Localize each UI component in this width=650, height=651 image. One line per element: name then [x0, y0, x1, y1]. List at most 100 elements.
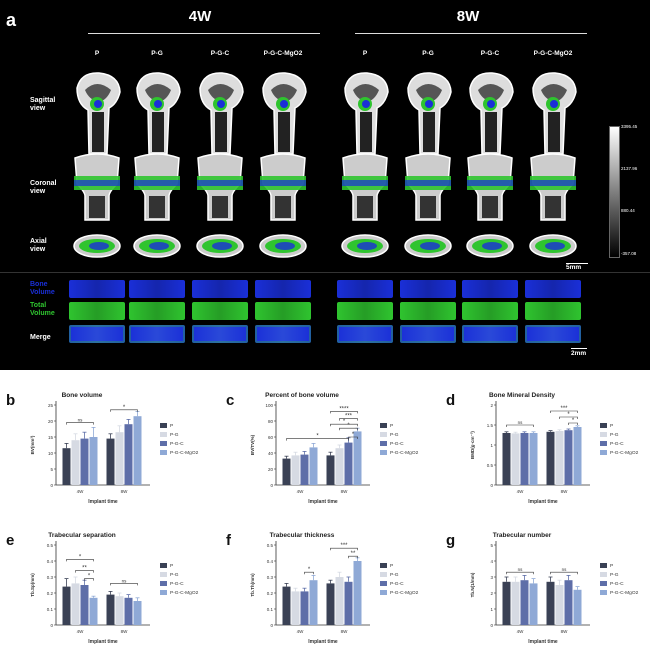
y-tick-label-g-2: 2 [490, 591, 493, 596]
coronal-bone-image-2 [197, 153, 243, 221]
legend-label-c-2: P-G-C [390, 441, 404, 447]
bar-d-P-G-C-MgO2-4W [529, 433, 538, 485]
y-tick-label-f-1: 0.1 [267, 607, 274, 612]
colorbar-tick-2: 2137.96 [621, 166, 638, 171]
sig-bracket-f-2 [330, 547, 358, 551]
legend-label-f-3: P-G-C-MgO2 [390, 590, 419, 596]
y-tick-label-b-5: 25 [48, 403, 54, 408]
legend-swatch-e-1 [160, 572, 167, 577]
volume-strip-merge-4 [337, 325, 393, 343]
bar-b-P-G-C-MgO2-8W [133, 416, 142, 485]
x-tick-label-c-0: 4W [297, 489, 305, 494]
axial-bone-image-5 [404, 234, 452, 258]
y-tick-label-e-5: 0.5 [47, 543, 54, 548]
chart-title-b: Bone volume [62, 392, 103, 399]
y-tick-label-g-5: 5 [490, 543, 493, 548]
colorbar [609, 126, 620, 258]
bar-d-P-G-C-4W [520, 433, 529, 485]
sig-label-d-0: ns [518, 420, 524, 425]
y-tick-label-f-5: 0.5 [267, 543, 274, 548]
bar-d-P-G-C-8W [564, 430, 573, 485]
volume-strip-bone-3 [255, 280, 311, 298]
legend-swatch-f-2 [380, 581, 387, 586]
bar-c-P-G-C-MgO2-4W [309, 447, 318, 485]
legend-swatch-e-3 [160, 590, 167, 595]
axial-bone-image-3 [259, 234, 307, 258]
bar-e-P-G-8W [115, 596, 124, 625]
legend-label-c-0: P [390, 423, 393, 429]
sagittal-bone-image-3 [262, 72, 307, 155]
legend-swatch-c-0 [380, 423, 387, 428]
volume-label-merge: Merge [30, 334, 51, 341]
sig-label-g-1: ns [562, 567, 568, 572]
legend-swatch-d-1 [600, 432, 607, 437]
legend-swatch-f-3 [380, 590, 387, 595]
bar-d-P-G-4W [511, 433, 520, 485]
bar-b-P-G-C-MgO2-4W [89, 437, 98, 485]
legend-swatch-b-2 [160, 441, 167, 446]
bar-f-P-G-C-MgO2-4W [309, 580, 318, 625]
coronal-bone-image-5 [405, 153, 451, 221]
chart-f: f Trabecular thickness 0 0.1 0.2 0.3 0.4 0.5 Tb.… [226, 532, 419, 645]
y-axis-label-e: Tb.Sp(mm) [30, 573, 35, 597]
volume-strip-bone-4 [337, 280, 393, 298]
group-title-8w: 8W [456, 8, 480, 25]
legend-label-f-1: P-G [390, 572, 399, 578]
legend-label-g-3: P-G-C-MgO2 [610, 590, 639, 596]
legend-swatch-b-3 [160, 450, 167, 455]
legend-swatch-e-2 [160, 581, 167, 586]
bar-c-P-G-C-MgO2-8W [353, 431, 362, 485]
legend-swatch-c-3 [380, 450, 387, 455]
sig-bracket-g-1 [550, 571, 578, 575]
chart-e: e Trabecular separation 0 0.1 0.2 0.3 0.4 0.5 Tb… [6, 532, 199, 645]
chart-g: g Trabecular number 0 1 2 3 4 5 Tb.N(1/mm) Implan… [446, 532, 639, 645]
sig-bracket-c-1 [330, 423, 358, 427]
legend-label-b-3: P-G-C-MgO2 [170, 450, 199, 456]
sig-label-e-1: ** [82, 566, 87, 572]
bar-d-P-G-8W [555, 431, 564, 485]
chart-c: c Percent of bone volume 0 20 40 60 80 100 BV/TV… [226, 392, 419, 505]
section-divider [0, 272, 650, 273]
sig-label-f-2: *** [340, 543, 348, 549]
sig-bracket-e-1 [75, 570, 94, 573]
x-axis-label-f: Implant time [308, 639, 338, 645]
scale-bar-label-2: 2mm [571, 350, 587, 357]
sig-bracket-f-1 [348, 555, 358, 559]
bar-f-P-G-C-MgO2-8W [353, 561, 362, 625]
y-tick-label-d-2: 1 [490, 443, 493, 448]
y-axis-label-g: Tb.N(1/mm) [470, 572, 475, 597]
coronal-bone-image-0 [74, 153, 120, 221]
group-divider-4w [88, 33, 320, 34]
bar-c-P-G-4W [291, 455, 300, 485]
sig-bracket-b-1 [110, 409, 138, 412]
sagittal-bone-image-4 [344, 72, 389, 155]
volume-strip-merge-2 [192, 325, 248, 343]
axial-bone-image-7 [529, 234, 577, 258]
volume-strip-total-5 [400, 302, 456, 320]
y-tick-label-b-1: 5 [50, 467, 53, 472]
y-tick-label-e-0: 0 [50, 623, 53, 628]
sig-label-e-0: * [88, 574, 91, 580]
axial-bone-image-1 [133, 234, 181, 258]
legend-swatch-f-0 [380, 563, 387, 568]
volume-strip-total-0 [69, 302, 125, 320]
column-label-7: P-G-C-MgO2 [533, 50, 573, 57]
sagittal-bone-image-6 [469, 72, 514, 155]
axial-bone-image-6 [466, 234, 514, 258]
y-tick-label-b-4: 20 [48, 419, 54, 424]
legend-label-e-1: P-G [170, 572, 179, 578]
y-axis-label-b: BV(mm³) [30, 435, 35, 454]
y-tick-label-c-3: 60 [268, 435, 274, 440]
bar-b-P-G-C-8W [124, 424, 133, 485]
y-tick-label-f-0: 0 [270, 623, 273, 628]
volume-strip-total-1 [129, 302, 185, 320]
volume-strip-merge-3 [255, 325, 311, 343]
y-tick-label-b-2: 10 [48, 451, 54, 456]
legend-label-b-2: P-G-C [170, 441, 184, 447]
x-tick-label-b-1: 8W [121, 489, 129, 494]
x-tick-label-d-1: 8W [561, 489, 569, 494]
sig-bracket-e-2 [66, 559, 94, 562]
bar-b-P-G-8W [115, 432, 124, 485]
volume-strip-total-3 [255, 302, 311, 320]
sig-bracket-d-3 [550, 410, 578, 413]
